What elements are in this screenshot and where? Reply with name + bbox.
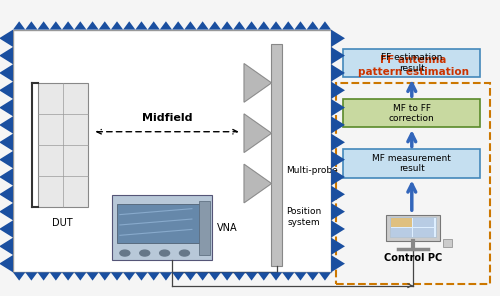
Text: Midfield: Midfield [142,113,192,123]
Text: Multi-probe: Multi-probe [286,166,338,175]
Text: MF measurement
result: MF measurement result [372,154,451,173]
Text: VNA: VNA [217,223,238,233]
Bar [336,83,490,284]
Bar [272,44,282,266]
Text: FF antenna
pattern estimation: FF antenna pattern estimation [358,55,469,77]
Bar [112,195,212,260]
Bar [344,99,480,127]
Circle shape [180,250,190,256]
Bar [390,228,412,237]
Text: FF estimation
result: FF estimation result [381,53,442,73]
Bar [118,204,202,243]
Text: Position
system: Position system [286,207,322,227]
Text: DUT: DUT [52,218,73,228]
Text: MF to FF
correction: MF to FF correction [389,104,434,123]
Bar [390,217,436,237]
Bar [443,239,452,247]
Bar [13,30,331,272]
Bar [38,83,88,207]
Polygon shape [13,272,331,281]
Bar [200,201,210,255]
Bar [344,149,480,178]
Polygon shape [0,30,13,272]
Bar [413,228,434,237]
Bar [344,49,480,77]
Polygon shape [13,21,331,30]
Polygon shape [331,30,345,272]
Polygon shape [244,114,272,152]
Circle shape [140,250,149,256]
Circle shape [120,250,130,256]
Text: Control PC: Control PC [384,253,442,263]
Bar [386,215,440,241]
Polygon shape [244,164,272,203]
Bar [413,218,434,227]
Bar [390,218,412,227]
Polygon shape [244,64,272,102]
Circle shape [160,250,170,256]
